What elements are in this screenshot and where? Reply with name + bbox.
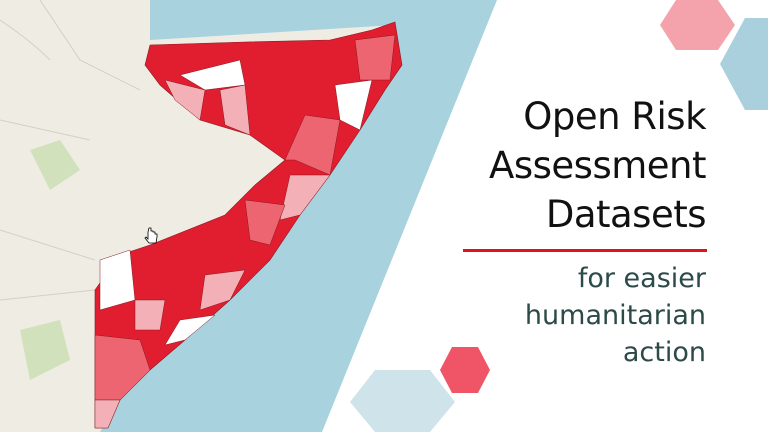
hexagon-pink — [660, 0, 735, 50]
subtitle-line: humanitarian — [524, 300, 706, 331]
hand-cursor-icon — [144, 227, 158, 244]
sea — [100, 0, 520, 432]
subtitle-line: for easier — [577, 263, 706, 294]
subtitle: for easier humanitarian action — [525, 260, 706, 371]
region-low — [164, 79, 206, 121]
region-medium — [354, 34, 396, 81]
divider — [463, 249, 707, 252]
region-low — [199, 269, 246, 311]
title-line: Open Risk — [523, 95, 706, 138]
region-medium — [284, 114, 341, 176]
hexagon-red — [440, 347, 490, 393]
page-title: Open Risk Assessment Datasets — [489, 92, 706, 239]
vegetation-patch — [20, 140, 160, 380]
hexagon-blue — [720, 18, 768, 110]
hexagon-lightblue — [350, 370, 455, 432]
region-no-data — [334, 79, 373, 131]
region-medium — [94, 334, 151, 401]
somalia-risk-map — [94, 21, 403, 429]
roads — [0, 0, 141, 301]
title-line: Datasets — [545, 193, 707, 236]
region-low — [94, 399, 121, 429]
title-line: Assessment — [489, 144, 706, 187]
subtitle-line: action — [622, 337, 706, 368]
region-medium — [244, 199, 286, 246]
region-no-data — [164, 314, 216, 346]
region-no-data — [99, 249, 136, 311]
region-low — [219, 84, 251, 136]
content-panel — [322, 0, 768, 432]
region-low — [134, 299, 166, 331]
